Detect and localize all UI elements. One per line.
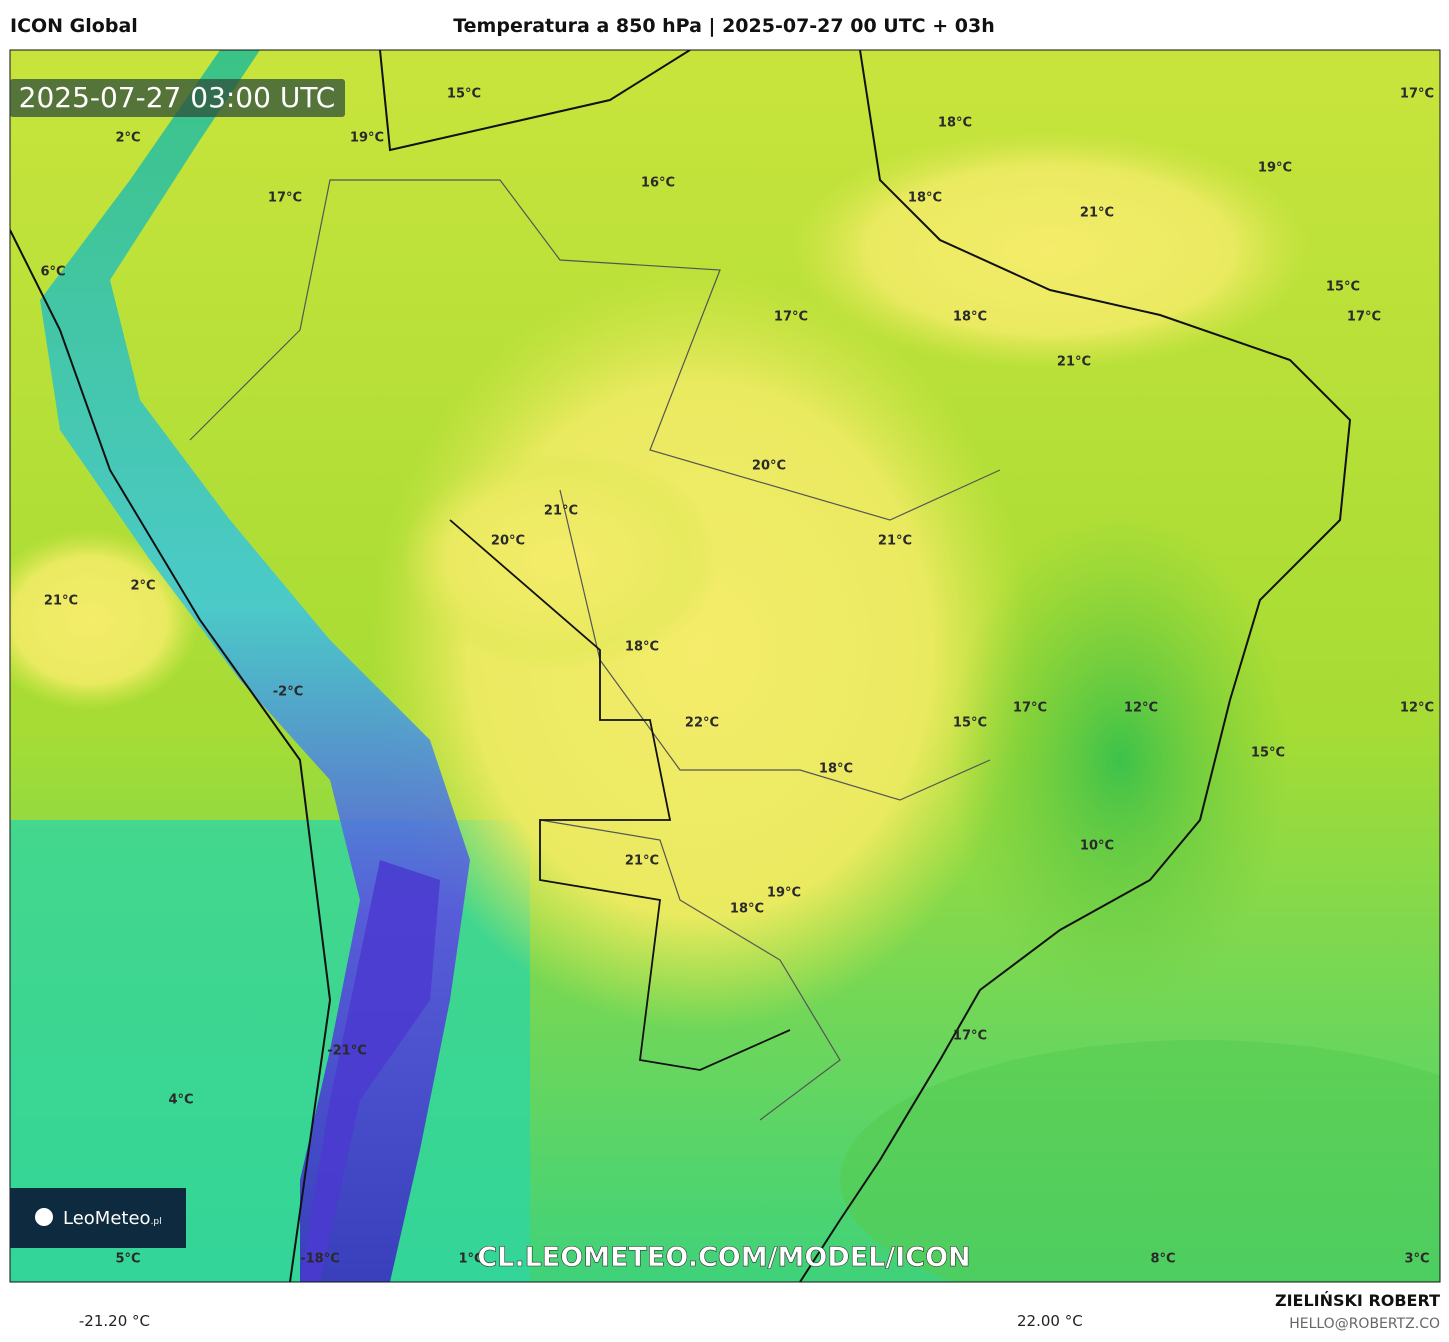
timestamp-box bbox=[10, 79, 345, 117]
map-frame bbox=[9, 49, 1441, 1283]
temperature-label: 21°C bbox=[625, 854, 659, 869]
temperature-label: 12°C bbox=[1124, 701, 1158, 716]
logo: LeoMeteo.pl bbox=[63, 1208, 162, 1229]
temperature-label: 10°C bbox=[1080, 839, 1114, 854]
colorbar-min: -21.20 °C bbox=[79, 1312, 150, 1330]
temperature-label: 15°C bbox=[447, 87, 481, 102]
logo-suffix: .pl bbox=[151, 1217, 162, 1227]
temperature-label: 21°C bbox=[1080, 206, 1114, 221]
timestamp: 2025-07-27 03:00 UTC bbox=[19, 81, 336, 114]
map bbox=[10, 50, 1440, 1282]
temperature-label: 6°C bbox=[40, 265, 65, 280]
temperature-label: 18°C bbox=[819, 762, 853, 777]
temperature-label: 16°C bbox=[641, 176, 675, 191]
temperature-label: 17°C bbox=[774, 310, 808, 325]
author-email: HELLO@ROBERTZ.CO bbox=[1289, 1316, 1440, 1332]
temperature-label: 15°C bbox=[1326, 280, 1360, 295]
temperature-label: 17°C bbox=[1013, 701, 1047, 716]
temperature-label: 18°C bbox=[625, 640, 659, 655]
colorbar-max: 22.00 °C bbox=[1017, 1312, 1083, 1330]
temperature-label: 18°C bbox=[908, 191, 942, 206]
temperature-label: 5°C bbox=[115, 1252, 140, 1267]
temperature-label: 21°C bbox=[878, 534, 912, 549]
temperature-label: 8°C bbox=[1150, 1252, 1175, 1267]
temperature-label: 20°C bbox=[752, 459, 786, 474]
temperature-label: 15°C bbox=[1251, 746, 1285, 761]
temperature-label: -21°C bbox=[327, 1044, 367, 1059]
temperature-label: 2°C bbox=[130, 579, 155, 594]
temperature-label: 17°C bbox=[268, 191, 302, 206]
temperature-label: 21°C bbox=[1057, 355, 1091, 370]
site-url: CL.LEOMETEO.COM/MODEL/ICON bbox=[477, 1242, 970, 1273]
author-name: ZIELIŃSKI ROBERT bbox=[1275, 1291, 1440, 1310]
temperature-label: 4°C bbox=[168, 1093, 193, 1108]
temperature-label: 22°C bbox=[685, 716, 719, 731]
temperature-label: 1°C bbox=[458, 1252, 483, 1267]
temperature-label: 21°C bbox=[44, 594, 78, 609]
temperature-label: 18°C bbox=[953, 310, 987, 325]
temperature-label: 12°C bbox=[1400, 701, 1434, 716]
temperature-label: -18°C bbox=[300, 1252, 340, 1267]
temperature-label: 18°C bbox=[938, 116, 972, 131]
model-name: ICON Global bbox=[10, 15, 138, 37]
temperature-label: 19°C bbox=[1258, 161, 1292, 176]
temperature-label: 3°C bbox=[1404, 1252, 1429, 1267]
temperature-label: 20°C bbox=[491, 534, 525, 549]
temperature-label: 18°C bbox=[730, 902, 764, 917]
temperature-label: 19°C bbox=[350, 131, 384, 146]
temperature-label: 17°C bbox=[1400, 87, 1434, 102]
map-title: Temperatura a 850 hPa | 2025-07-27 00 UT… bbox=[453, 15, 995, 37]
temperature-label: 2°C bbox=[115, 131, 140, 146]
temperature-label: 17°C bbox=[953, 1029, 987, 1044]
temperature-label: -2°C bbox=[273, 685, 303, 700]
temperature-label: 17°C bbox=[1347, 310, 1381, 325]
logo-name: LeoMeteo bbox=[63, 1208, 151, 1229]
temperature-label: 19°C bbox=[767, 886, 801, 901]
temperature-labels: 15°C 19°C 2°C 17°C 6°C 16°C 18°C 18°C 17°C 19°C 21… bbox=[40, 87, 1434, 1267]
temperature-label: 21°C bbox=[544, 504, 578, 519]
logo-sun bbox=[35, 1208, 53, 1226]
temperature-label: 15°C bbox=[953, 716, 987, 731]
